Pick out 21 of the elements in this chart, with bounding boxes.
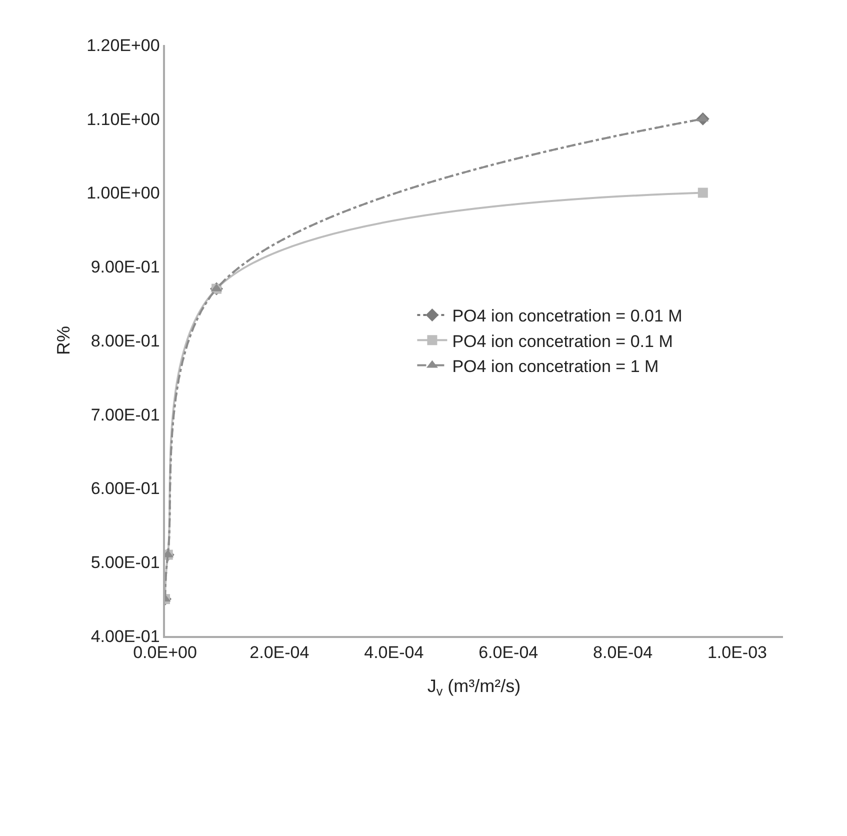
legend-label: PO4 ion concetration = 1 M <box>452 356 659 376</box>
y-tick-label: 8.00E-01 <box>90 331 160 350</box>
x-tick-label: 4.0E-04 <box>364 643 424 662</box>
legend-label: PO4 ion concetration = 0.1 M <box>452 332 673 351</box>
x-tick-label: 0.0E+00 <box>133 643 197 662</box>
y-tick-label: 5.00E-01 <box>90 553 160 572</box>
y-tick-label: 1.20E+00 <box>86 36 160 55</box>
y-tick-label: 1.10E+00 <box>86 110 160 129</box>
y-tick-label: 9.00E-01 <box>90 258 160 277</box>
x-tick-label: 8.0E-04 <box>593 643 653 662</box>
legend-label: PO4 ion concetration = 0.01 M <box>452 306 682 326</box>
x-tick-label: 2.0E-04 <box>250 643 310 662</box>
y-tick-label: 6.00E-01 <box>90 479 160 498</box>
y-tick-label: 7.00E-01 <box>90 405 160 424</box>
point <box>698 188 708 198</box>
x-tick-label: 6.0E-04 <box>478 643 538 662</box>
y-tick-label: 4.00E-01 <box>90 626 160 646</box>
y-axis-title: R% <box>53 326 74 356</box>
y-tick-label: 1.00E+00 <box>86 184 160 203</box>
x-tick-label: 1.0E-03 <box>707 643 767 662</box>
x-axis-title: J$_{v}$ (m³/m²/s) <box>427 676 521 699</box>
